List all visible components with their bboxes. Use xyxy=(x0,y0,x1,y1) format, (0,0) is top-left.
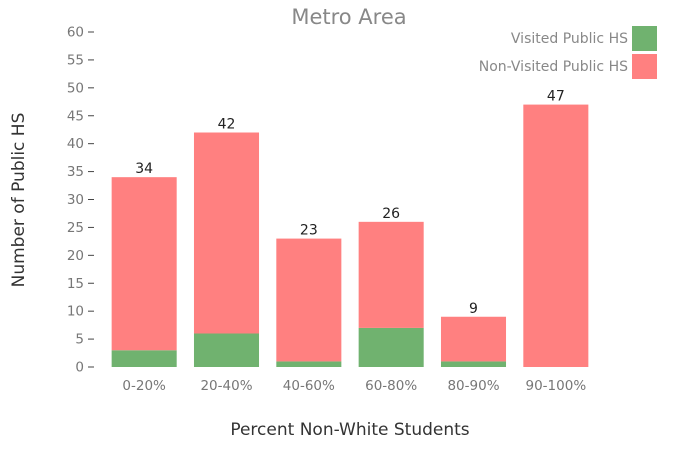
legend: Visited Public HS Non-Visited Public HS xyxy=(479,26,657,79)
x-tick-label: 40-60% xyxy=(283,378,335,394)
data-label: 42 xyxy=(218,117,236,133)
bar-non-visited-3 xyxy=(358,221,424,328)
y-tick-label: 10 xyxy=(67,304,84,320)
x-tick-label: 80-90% xyxy=(447,378,499,394)
x-tick-label: 20-40% xyxy=(200,378,252,394)
x-tick-label: 60-80% xyxy=(365,378,417,394)
data-label: 23 xyxy=(300,223,318,239)
y-tick-label: 40 xyxy=(67,136,84,152)
y-tick-label: 35 xyxy=(67,164,84,180)
bar-non-visited-1 xyxy=(193,132,260,334)
y-tick-label: 60 xyxy=(67,25,84,41)
y-axis: 0 5 10 15 20 25 30 35 40 45 50 55 60 xyxy=(67,25,94,376)
data-label: 9 xyxy=(469,301,478,317)
bar-non-visited-2 xyxy=(276,238,342,362)
legend-swatch xyxy=(632,26,657,51)
bar-non-visited-5 xyxy=(523,104,589,367)
y-tick-label: 30 xyxy=(67,192,84,208)
x-tick-label: 0-20% xyxy=(122,378,166,394)
x-axis-label: Percent Non-White Students xyxy=(230,420,469,440)
bar-visited-1 xyxy=(193,333,260,367)
y-tick-label: 55 xyxy=(67,52,84,68)
bar-non-visited-0 xyxy=(111,177,177,351)
chart-title: Metro Area xyxy=(291,5,406,29)
data-label: 26 xyxy=(382,206,400,222)
y-tick-label: 0 xyxy=(75,360,84,376)
y-tick-label: 25 xyxy=(67,220,84,236)
bar-non-visited-4 xyxy=(440,316,507,362)
legend-swatch xyxy=(632,54,657,79)
y-tick-label: 5 xyxy=(75,332,84,348)
y-tick-label: 50 xyxy=(67,80,84,96)
bar-visited-2 xyxy=(276,361,342,367)
data-label: 34 xyxy=(135,161,153,177)
y-axis-label: Number of Public HS xyxy=(9,113,29,288)
bar-visited-3 xyxy=(358,327,424,367)
y-tick-label: 15 xyxy=(67,276,84,292)
legend-label: Visited Public HS xyxy=(511,31,628,47)
legend-label: Non-Visited Public HS xyxy=(479,59,628,75)
bars xyxy=(111,104,589,367)
data-label: 47 xyxy=(547,89,565,105)
y-tick-label: 20 xyxy=(67,248,84,264)
data-labels: 34 42 23 26 9 47 xyxy=(135,89,564,317)
x-tick-label: 90-100% xyxy=(526,378,587,394)
bar-visited-0 xyxy=(111,350,177,367)
y-tick-label: 45 xyxy=(67,108,84,124)
bar-visited-4 xyxy=(440,361,507,367)
x-axis: 0-20% 20-40% 40-60% 60-80% 80-90% 90-100% xyxy=(122,378,586,394)
